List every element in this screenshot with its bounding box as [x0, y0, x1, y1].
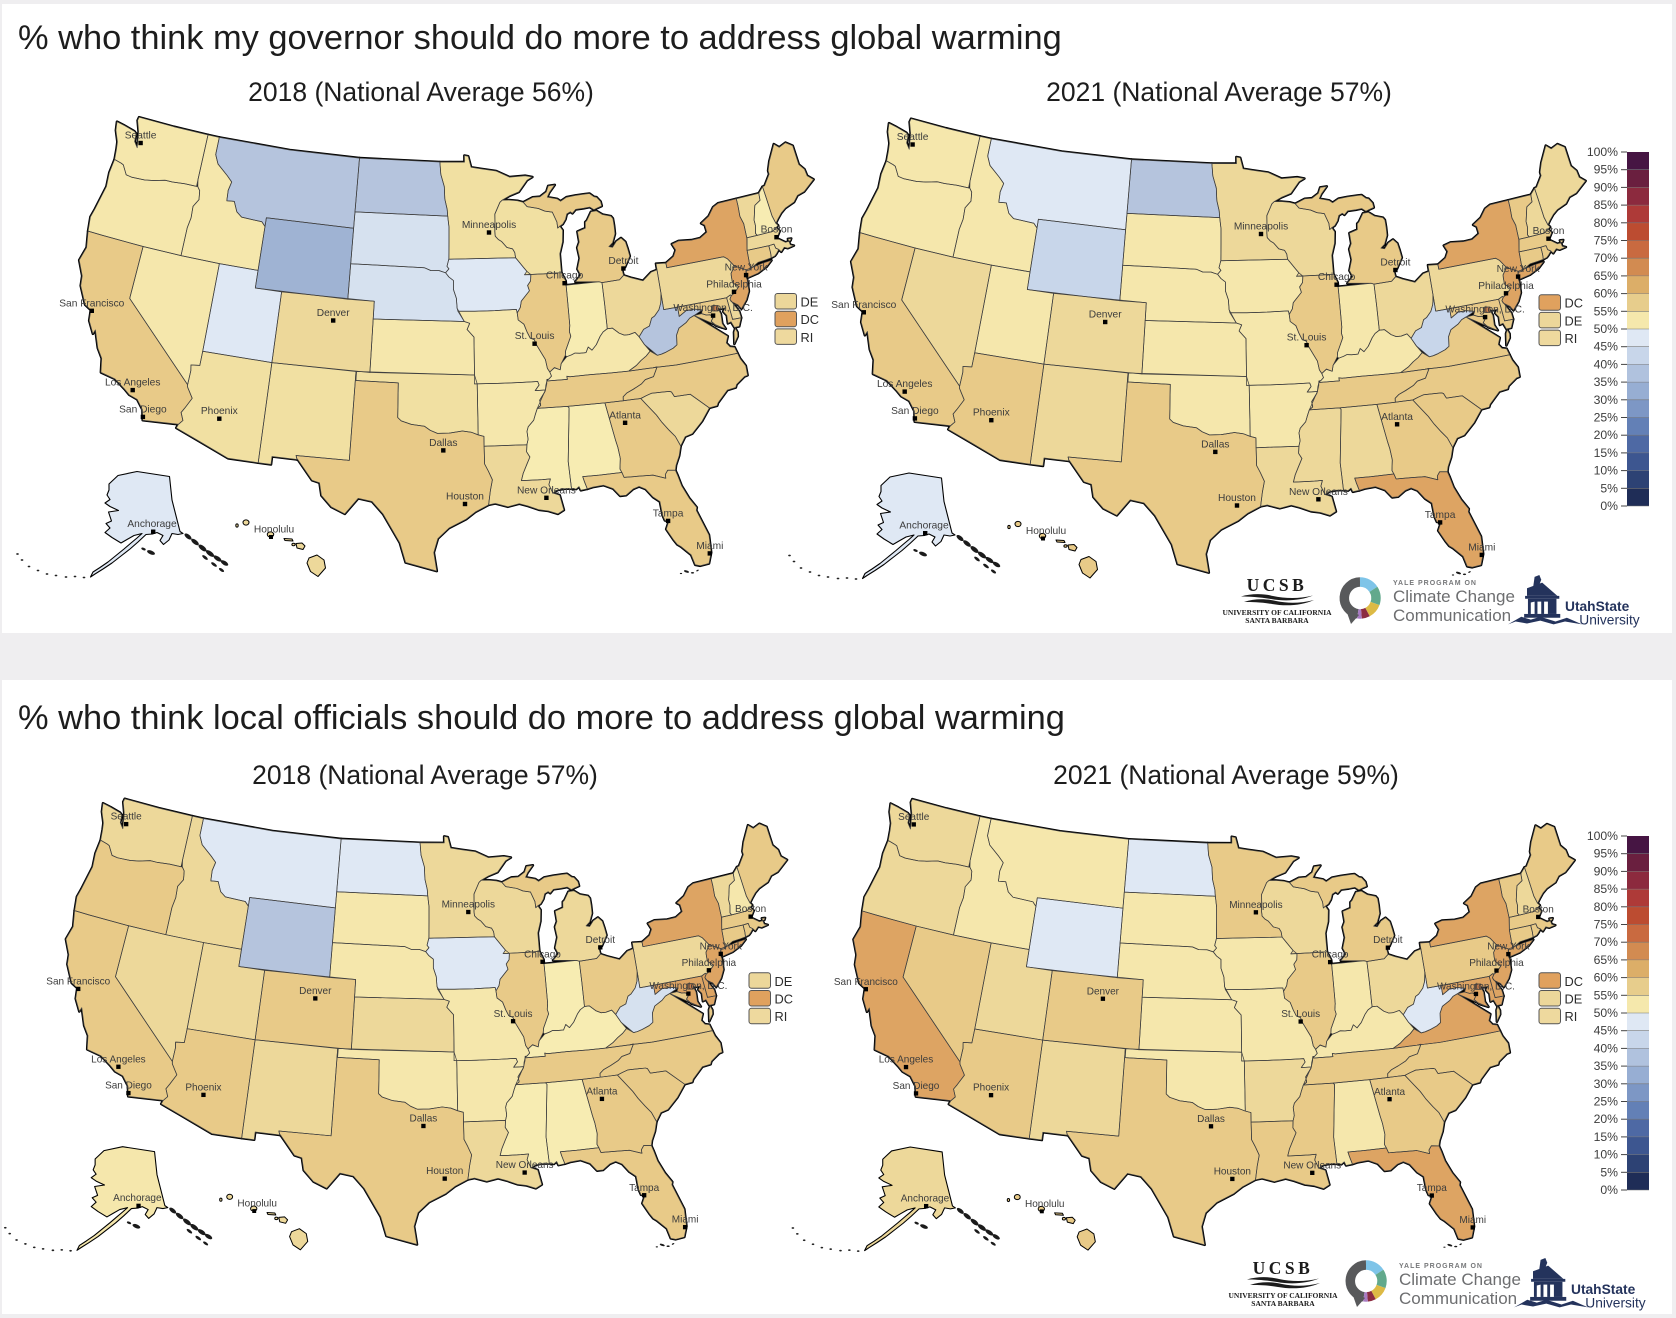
svg-text:DE: DE [1565, 992, 1583, 1007]
svg-text:SANTA BARBARA: SANTA BARBARA [1251, 1299, 1315, 1308]
svg-text:Climate Change: Climate Change [1393, 587, 1515, 606]
svg-text:DC: DC [801, 312, 819, 327]
svg-text:RI: RI [775, 1009, 788, 1024]
svg-text:0%: 0% [1600, 1183, 1618, 1197]
svg-text:RI: RI [801, 330, 814, 345]
svg-text:65%: 65% [1594, 953, 1619, 967]
svg-text:80%: 80% [1594, 216, 1619, 230]
svg-text:50%: 50% [1594, 1006, 1619, 1020]
svg-text:DE: DE [775, 974, 793, 989]
svg-text:75%: 75% [1594, 918, 1619, 932]
svg-text:80%: 80% [1594, 900, 1619, 914]
svg-text:5%: 5% [1600, 1165, 1618, 1179]
svg-text:DC: DC [1565, 296, 1583, 311]
svg-text:15%: 15% [1594, 446, 1619, 460]
svg-text:10%: 10% [1594, 1148, 1619, 1162]
svg-text:Communication: Communication [1399, 1289, 1517, 1308]
svg-text:DE: DE [801, 295, 819, 310]
svg-text:70%: 70% [1594, 935, 1619, 949]
svg-text:University: University [1579, 612, 1640, 627]
svg-text:40%: 40% [1594, 357, 1619, 371]
svg-text:UtahState: UtahState [1571, 1282, 1636, 1297]
svg-text:DC: DC [775, 992, 793, 1007]
svg-text:90%: 90% [1594, 180, 1619, 194]
svg-text:60%: 60% [1594, 287, 1619, 301]
svg-text:100%: 100% [1587, 145, 1618, 159]
svg-text:DC: DC [1565, 974, 1583, 989]
svg-text:DE: DE [1565, 313, 1583, 328]
svg-text:UNIVERSITY OF CALIFORNIA: UNIVERSITY OF CALIFORNIA [1222, 608, 1332, 617]
svg-text:85%: 85% [1594, 198, 1619, 212]
svg-text:SANTA BARBARA: SANTA BARBARA [1245, 616, 1309, 625]
svg-text:UCSB: UCSB [1253, 1258, 1314, 1278]
svg-text:55%: 55% [1594, 304, 1619, 318]
svg-text:20%: 20% [1594, 1112, 1619, 1126]
svg-text:30%: 30% [1594, 393, 1619, 407]
svg-text:25%: 25% [1594, 411, 1619, 425]
svg-text:15%: 15% [1594, 1130, 1619, 1144]
svg-text:Climate Change: Climate Change [1399, 1270, 1521, 1289]
svg-text:90%: 90% [1594, 864, 1619, 878]
svg-text:45%: 45% [1594, 1024, 1619, 1038]
svg-text:YALE PROGRAM ON: YALE PROGRAM ON [1399, 1263, 1483, 1270]
svg-text:75%: 75% [1594, 234, 1619, 248]
svg-text:35%: 35% [1594, 1059, 1619, 1073]
svg-text:Communication: Communication [1393, 606, 1511, 625]
svg-text:UtahState: UtahState [1565, 599, 1630, 614]
svg-text:YALE PROGRAM ON: YALE PROGRAM ON [1393, 580, 1477, 587]
svg-text:55%: 55% [1594, 988, 1619, 1002]
svg-text:25%: 25% [1594, 1095, 1619, 1109]
svg-text:85%: 85% [1594, 882, 1619, 896]
svg-text:35%: 35% [1594, 375, 1619, 389]
svg-text:50%: 50% [1594, 322, 1619, 336]
svg-text:30%: 30% [1594, 1077, 1619, 1091]
svg-text:100%: 100% [1587, 829, 1618, 843]
svg-text:5%: 5% [1600, 481, 1618, 495]
svg-text:UNIVERSITY OF CALIFORNIA: UNIVERSITY OF CALIFORNIA [1228, 1291, 1338, 1300]
svg-text:40%: 40% [1594, 1041, 1619, 1055]
svg-text:60%: 60% [1594, 971, 1619, 985]
svg-text:0%: 0% [1600, 499, 1618, 513]
svg-text:UCSB: UCSB [1247, 575, 1308, 595]
svg-text:20%: 20% [1594, 428, 1619, 442]
svg-text:RI: RI [1565, 1009, 1578, 1024]
svg-text:45%: 45% [1594, 340, 1619, 354]
svg-text:70%: 70% [1594, 251, 1619, 265]
svg-text:10%: 10% [1594, 464, 1619, 478]
svg-text:95%: 95% [1594, 163, 1619, 177]
svg-text:RI: RI [1565, 331, 1578, 346]
svg-text:University: University [1585, 1295, 1646, 1310]
svg-text:95%: 95% [1594, 847, 1619, 861]
svg-text:65%: 65% [1594, 269, 1619, 283]
